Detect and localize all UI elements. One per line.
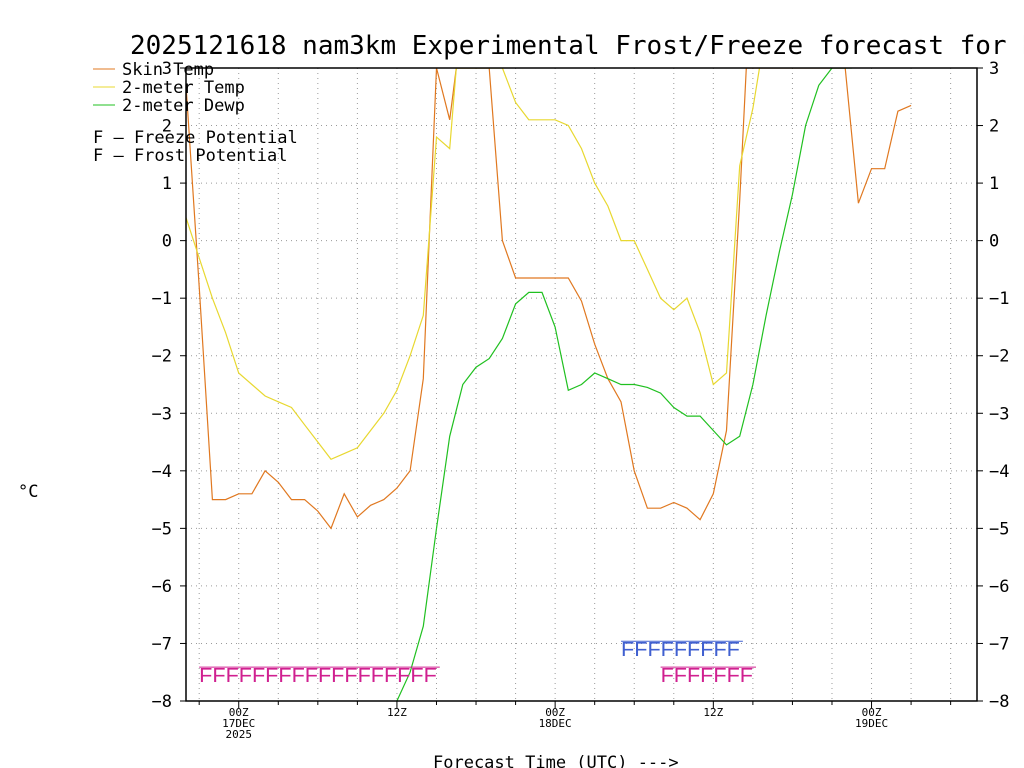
- y-tick-label-left: −7: [152, 634, 172, 654]
- y-tick-label-left: 3: [162, 59, 172, 79]
- x-tick-label: 2025: [225, 728, 252, 741]
- y-tick-label-right: 2: [989, 117, 999, 137]
- y-tick-label-right: 0: [989, 232, 999, 252]
- x-tick-label: 12Z: [387, 706, 407, 719]
- y-tick-label-right: −8: [989, 692, 1009, 712]
- y-tick-label-right: −6: [989, 577, 1009, 597]
- legend-frost-potential: F – Frost Potential: [93, 146, 287, 166]
- y-tick-label-right: −7: [989, 634, 1009, 654]
- y-tick-label-left: 2: [162, 117, 172, 137]
- y-tick-label-left: −4: [152, 462, 172, 482]
- frost-freeze-marker: FFFFFFFFFFFFFFFFFF: [199, 665, 437, 687]
- series-lines: [186, 68, 912, 701]
- legend-2m-dewp: 2-meter Dewp: [122, 96, 245, 116]
- y-tick-label-left: −6: [152, 577, 172, 597]
- y-tick-label-right: 3: [989, 59, 999, 79]
- y-tick-label-left: −2: [152, 347, 172, 367]
- x-tick-label: 19DEC: [855, 717, 888, 730]
- legend-freeze-potential: F – Freeze Potential: [93, 128, 298, 148]
- y-tick-label-left: −1: [152, 289, 172, 309]
- grid-lines: [186, 68, 977, 701]
- x-tick-label: 00Z: [229, 706, 249, 719]
- x-tick-label: 12Z: [703, 706, 723, 719]
- legend-skin-temp: Skin Temp: [122, 60, 214, 80]
- legend: Skin Temp 2-meter Temp 2-meter Dewp F – …: [93, 60, 298, 166]
- y-tick-label-right: −2: [989, 347, 1009, 367]
- y-tick-label-left: −3: [152, 404, 172, 424]
- axes: −8 −8 −7 −7 −6 −6 −5 −5 −4 −4 −3 −3 −2 −2 −1 −1 0 0 1 1 2 2 3 3…: [152, 59, 1010, 741]
- y-tick-label-right: −4: [989, 462, 1009, 482]
- y-tick-label-right: −1: [989, 289, 1009, 309]
- series-line-2-meter-dewp: [396, 68, 852, 701]
- y-tick-label-left: −8: [152, 692, 172, 712]
- y-tick-label-right: −5: [989, 519, 1009, 539]
- y-tick-label-left: −5: [152, 519, 172, 539]
- plot-frame: [185, 67, 978, 702]
- chart-title: 2025121618 nam3km Experimental Frost/Fre…: [130, 31, 1024, 61]
- y-axis-label: °C: [18, 482, 38, 502]
- x-tick-label: 00Z: [545, 706, 565, 719]
- y-tick-label-left: 1: [162, 174, 172, 194]
- series-line-2-meter-temp: [186, 68, 761, 461]
- x-tick-label: 17DEC: [222, 717, 255, 730]
- frost-freeze-marker: FFFFFFF: [661, 665, 753, 687]
- y-tick-label-right: 1: [989, 174, 999, 194]
- x-tick-label: 18DEC: [539, 717, 572, 730]
- y-tick-label-left: 0: [162, 232, 172, 252]
- y-tick-label-right: −3: [989, 404, 1009, 424]
- x-tick-label: 00Z: [862, 706, 882, 719]
- x-axis-label: Forecast Time (UTC) --->: [433, 753, 679, 768]
- legend-2m-temp: 2-meter Temp: [122, 78, 245, 98]
- frost-freeze-marker: FFFFFFFFF: [621, 639, 740, 661]
- series-line-skin-temp: [186, 68, 912, 530]
